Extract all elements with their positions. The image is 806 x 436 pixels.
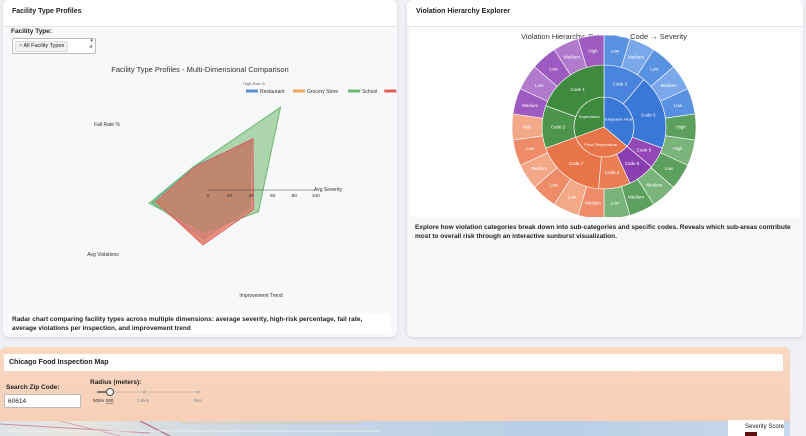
sunburst-category-label: Food Temperature: [585, 142, 618, 147]
radial-tick-label: 40: [248, 193, 254, 199]
radius-slider[interactable]: 500m 2.5km 5km 500: [90, 388, 220, 410]
sunburst-category-label: Supervision: [579, 114, 600, 119]
description-box: Radar chart comparing facility types acr…: [9, 313, 391, 333]
radial-tick-label: 60: [270, 193, 276, 199]
facility-type-label: Facility Type:: [11, 28, 53, 35]
sunburst-category-label: Employee Health: [605, 117, 635, 122]
inspection-map-card: Chicago Food Inspection Map Search Zip C…: [0, 347, 790, 436]
card-header: Violation Hierarchy Explorer: [407, 0, 803, 27]
radar-chart: Facility Type Profiles - Multi-Dimension…: [87, 65, 397, 299]
legend-title: Severity Score: [745, 424, 785, 430]
legend-label[interactable]: School: [362, 89, 377, 95]
slider-tick: [142, 390, 146, 394]
card-title: Violation Hierarchy Explorer: [416, 8, 511, 15]
map-streets: [0, 421, 380, 436]
radius-label: Radius (meters):: [90, 379, 142, 386]
sunburst-code-label: Code 4: [605, 170, 620, 175]
radar-axis-label: Avg Violations: [87, 252, 119, 258]
sunburst-severity-label: Medium: [585, 201, 601, 206]
radial-tick-label: 20: [227, 193, 233, 199]
severity-legend: Severity Score: [728, 420, 784, 436]
slider-tick: [96, 390, 100, 394]
sunburst-severity-label: Low: [549, 183, 558, 188]
chart-description: Radar chart comparing facility types acr…: [12, 316, 363, 332]
sunburst-severity-label: Medium: [564, 54, 580, 59]
card-header: Facility Type Profiles: [3, 0, 397, 27]
sunburst-severity-label: Medium: [628, 54, 644, 59]
sunburst-severity-label: Low: [674, 103, 683, 108]
clear-icon[interactable]: ×: [88, 44, 93, 51]
chevron-down-icon[interactable]: ▾: [90, 38, 93, 44]
radar-axis-label: High-Risk %: [243, 81, 265, 86]
sunburst-code-label: Code 7: [569, 161, 584, 166]
sunburst-severity-label: High: [588, 48, 598, 53]
sunburst-severity-label: Low: [650, 66, 659, 71]
legend-swatch: [246, 89, 258, 93]
radar-axis-label: Improvement Trend: [239, 293, 283, 299]
legend-label[interactable]: Restaurant: [260, 89, 285, 95]
radar-series: [148, 106, 282, 246]
sunburst-severity-label: High: [673, 146, 683, 151]
slider-tick: [196, 390, 200, 394]
sunburst-severity-label: Low: [549, 66, 558, 71]
slider-handle[interactable]: [106, 388, 114, 396]
legend-label[interactable]: Grocery Store: [307, 89, 338, 95]
chip-remove-icon[interactable]: ×: [19, 43, 24, 49]
facility-type-profiles-card: Facility Type Profiles Facility Type: × …: [3, 0, 397, 337]
radar-series-bakery[interactable]: [155, 137, 255, 246]
card-title: Chicago Food Inspection Map: [9, 359, 109, 366]
sunburst-code-label: Code 8: [625, 161, 640, 166]
sunburst-severity-label: Low: [568, 195, 577, 200]
map-header: Chicago Food Inspection Map: [4, 354, 783, 371]
chip-label: All Facility Types: [23, 43, 65, 49]
sunburst-code-label: Code 1: [570, 87, 585, 92]
sunburst-severity-label: Low: [611, 48, 620, 53]
zip-label: Search Zip Code:: [6, 384, 60, 391]
sunburst-code-label: Code 5: [641, 113, 656, 118]
legend-swatch: [745, 432, 757, 436]
chart-description: Explore how violation categories break d…: [415, 224, 791, 240]
radar-axis-labels: High-Risk % Avg Severity Improvement Trend…: [87, 81, 342, 299]
sunburst-severity-label: Medium: [646, 183, 662, 188]
legend-swatch: [384, 89, 397, 93]
sunburst-severity-label: High: [522, 125, 532, 130]
radar-ticks: 0 20 40 60 80 100: [207, 189, 320, 199]
sunburst-severity-label: Medium: [628, 195, 644, 200]
legend-swatch: [293, 89, 305, 93]
sunburst-code-label: Code 3: [612, 81, 627, 86]
sunburst-severity[interactable]: [577, 34, 605, 68]
slider-tick-label: 5km: [194, 398, 203, 403]
facility-type-dropdown[interactable]: × All Facility Types ▾ ×: [12, 38, 96, 54]
sunburst-severity-label: Low: [665, 166, 674, 171]
sunburst-severity-label: Low: [535, 83, 544, 88]
radial-tick-label: 0: [207, 193, 210, 199]
card-title: Facility Type Profiles: [12, 8, 82, 15]
sunburst-severity-label: High: [676, 125, 686, 130]
sunburst-severity-label: Medium: [661, 83, 677, 88]
slider-tick-label: 2.5km: [137, 398, 150, 403]
violation-hierarchy-card: Violation Hierarchy Explorer Violation H…: [407, 0, 803, 337]
sunburst-severity-label: Medium: [531, 166, 547, 171]
sunburst-severity-label: Medium: [522, 103, 538, 108]
sunburst-chart: Violation Hierarchy: Category → Code → S…: [410, 27, 800, 217]
chart-title: Facility Type Profiles - Multi-Dimension…: [111, 65, 288, 74]
legend-swatch: [348, 89, 361, 93]
slider-value-tooltip: 500: [106, 398, 114, 403]
map-view[interactable]: [0, 421, 790, 436]
radial-tick-label: 100: [312, 193, 320, 199]
radar-axis-label: Fail Rate %: [94, 122, 120, 128]
sunburst: Employee Health Supervision Food Temperatu…: [511, 34, 697, 217]
sunburst-code-label: Code 2: [551, 125, 566, 130]
selected-chip[interactable]: × All Facility Types: [15, 41, 69, 52]
slider-tick-label: 500m: [93, 398, 105, 403]
radar-axis-label: Avg Severity: [314, 187, 342, 193]
sunburst-severity-label: Low: [526, 146, 535, 151]
sunburst-severity-label: Low: [611, 201, 620, 206]
zip-search-input[interactable]: 60614: [4, 394, 81, 408]
radial-tick-label: 80: [292, 193, 298, 199]
sunburst-code-label: Code 9: [637, 148, 652, 153]
